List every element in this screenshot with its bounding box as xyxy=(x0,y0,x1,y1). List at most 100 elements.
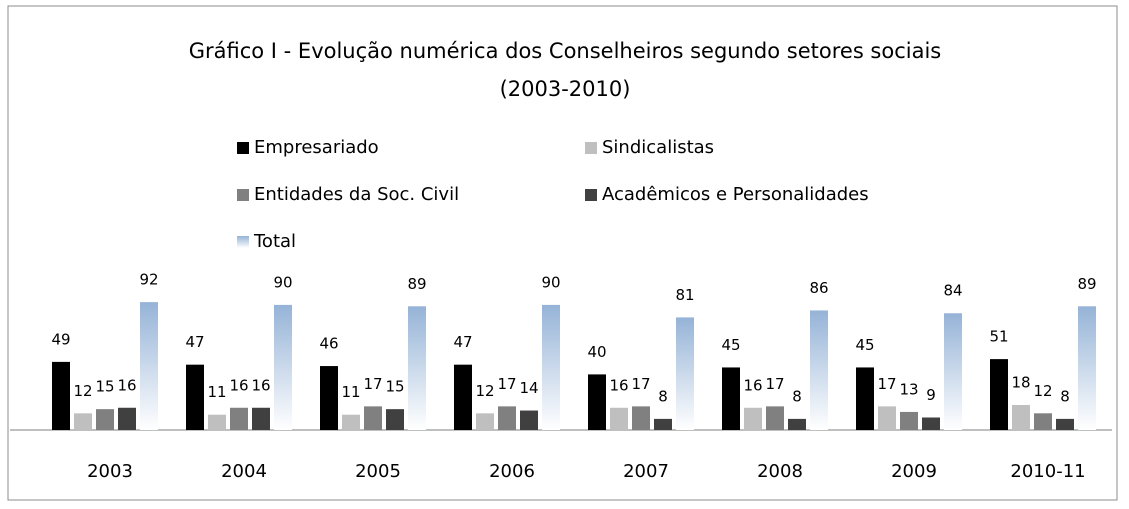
data-label: 17 xyxy=(877,375,896,393)
bar xyxy=(788,418,806,430)
data-label: 15 xyxy=(385,378,404,396)
bar xyxy=(878,406,896,430)
bar xyxy=(542,304,560,430)
bar xyxy=(274,304,292,430)
data-label: 47 xyxy=(185,333,204,351)
bar xyxy=(1078,306,1096,430)
data-label: 17 xyxy=(765,375,784,393)
legend-swatch xyxy=(585,189,597,201)
data-label: 15 xyxy=(95,378,114,396)
bar xyxy=(632,406,650,430)
x-tick-label: 2003 xyxy=(87,461,133,482)
data-label: 16 xyxy=(117,376,136,394)
bar xyxy=(900,411,918,430)
bar xyxy=(1056,418,1074,430)
data-label: 9 xyxy=(926,386,936,404)
bar xyxy=(1034,413,1052,430)
bar xyxy=(408,306,426,430)
legend-label: Empresariado xyxy=(254,137,379,158)
data-label: 17 xyxy=(497,375,516,393)
bar xyxy=(944,313,962,430)
x-tick-label: 2005 xyxy=(355,461,401,482)
data-label: 89 xyxy=(407,275,426,293)
x-tick-label: 2008 xyxy=(757,461,803,482)
x-tick-label: 2009 xyxy=(891,461,937,482)
data-label: 46 xyxy=(319,335,338,353)
legend-label: Total xyxy=(253,231,296,252)
data-label: 51 xyxy=(989,328,1008,346)
legend-label: Entidades da Soc. Civil xyxy=(254,184,459,205)
bar xyxy=(208,414,226,430)
bar xyxy=(922,417,940,430)
bar xyxy=(342,414,360,430)
data-label: 89 xyxy=(1077,275,1096,293)
bar xyxy=(140,302,158,430)
data-label: 12 xyxy=(73,382,92,400)
bar xyxy=(676,317,694,430)
data-label: 92 xyxy=(139,271,158,289)
x-tick-label: 2007 xyxy=(623,461,669,482)
bar xyxy=(610,407,628,430)
legend-swatch xyxy=(585,142,597,154)
bar xyxy=(186,364,204,430)
chart-title: Gráfico I - Evolução numérica dos Consel… xyxy=(189,39,942,63)
data-label: 16 xyxy=(609,376,628,394)
bar xyxy=(766,406,784,430)
data-label: 40 xyxy=(587,343,606,361)
legend-swatch xyxy=(237,142,249,154)
data-label: 16 xyxy=(743,376,762,394)
data-label: 8 xyxy=(658,387,668,405)
legend-label: Sindicalistas xyxy=(602,137,714,158)
data-label: 8 xyxy=(1060,387,1070,405)
data-label: 12 xyxy=(475,382,494,400)
bar xyxy=(96,409,114,430)
data-label: 8 xyxy=(792,387,802,405)
bar xyxy=(118,407,136,430)
bar xyxy=(722,367,740,430)
bar xyxy=(588,374,606,430)
data-label: 11 xyxy=(207,383,226,401)
bar xyxy=(810,310,828,430)
bar xyxy=(498,406,516,430)
data-label: 16 xyxy=(251,376,270,394)
bar xyxy=(520,410,538,430)
bar xyxy=(252,407,270,430)
legend-swatch xyxy=(237,189,249,201)
data-label: 84 xyxy=(943,282,962,300)
bar xyxy=(654,418,672,430)
data-label: 16 xyxy=(229,376,248,394)
data-label: 49 xyxy=(51,330,70,348)
data-label: 81 xyxy=(675,286,694,304)
data-label: 86 xyxy=(809,279,828,297)
bar xyxy=(476,413,494,430)
data-label: 45 xyxy=(721,336,740,354)
bar xyxy=(744,407,762,430)
data-label: 11 xyxy=(341,383,360,401)
x-tick-label: 2004 xyxy=(221,461,267,482)
bar xyxy=(1012,404,1030,430)
bar xyxy=(386,409,404,430)
data-label: 18 xyxy=(1011,373,1030,391)
data-label: 17 xyxy=(363,375,382,393)
bar xyxy=(74,413,92,430)
data-label: 14 xyxy=(519,379,538,397)
chart-title: (2003-2010) xyxy=(500,77,631,101)
x-tick-label: 2010-11 xyxy=(1010,461,1085,482)
data-label: 90 xyxy=(273,273,292,291)
data-label: 12 xyxy=(1033,382,1052,400)
bar xyxy=(364,406,382,430)
data-label: 13 xyxy=(899,380,918,398)
x-tick-label: 2006 xyxy=(489,461,535,482)
data-label: 45 xyxy=(855,336,874,354)
bar xyxy=(454,364,472,430)
data-label: 47 xyxy=(453,333,472,351)
bar xyxy=(52,361,70,430)
bar xyxy=(990,359,1008,430)
bar xyxy=(856,367,874,430)
bar xyxy=(320,366,338,430)
legend-swatch xyxy=(237,236,249,248)
bar xyxy=(230,407,248,430)
data-label: 17 xyxy=(631,375,650,393)
